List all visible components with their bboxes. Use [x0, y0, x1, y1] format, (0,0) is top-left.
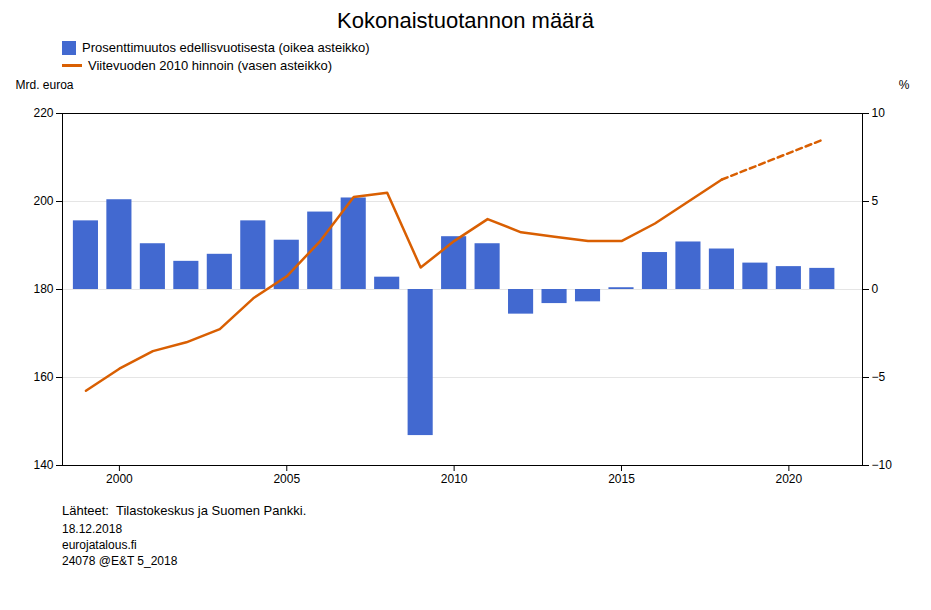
- svg-text:200: 200: [33, 194, 53, 208]
- svg-text:2010: 2010: [441, 472, 468, 486]
- svg-text:2005: 2005: [273, 472, 300, 486]
- svg-text:%: %: [899, 78, 910, 92]
- svg-text:−5: −5: [872, 370, 886, 384]
- svg-text:140: 140: [33, 458, 53, 472]
- svg-text:Mrd. euroa: Mrd. euroa: [16, 78, 74, 92]
- svg-text:10: 10: [872, 106, 886, 120]
- svg-text:160: 160: [33, 370, 53, 384]
- svg-text:180: 180: [33, 282, 53, 296]
- svg-text:2015: 2015: [608, 472, 635, 486]
- svg-text:220: 220: [33, 106, 53, 120]
- html-text:Viitevuoden 2010 hinnoin (vase: Viitevuoden 2010 hinnoin (vasen asteikko…: [88, 58, 332, 73]
- html-text:24078 @E&T 5_2018: 24078 @E&T 5_2018: [62, 554, 178, 568]
- html-text:Prosenttimuutos edellisvuotise: Prosenttimuutos edellisvuotisesta (oikea…: [82, 40, 370, 55]
- svg-text:5: 5: [872, 194, 879, 208]
- html-text:Lähteet: Tilastokeskus ja Suom: Lähteet: Tilastokeskus ja Suomen Pankki.: [62, 503, 307, 518]
- svg-text:2000: 2000: [106, 472, 133, 486]
- svg-text:0: 0: [872, 282, 879, 296]
- svg-text:−10: −10: [872, 458, 893, 472]
- html-text:eurojatalous.fi: eurojatalous.fi: [62, 538, 137, 552]
- svg-text:2020: 2020: [776, 472, 803, 486]
- html-text:18.12.2018: 18.12.2018: [62, 522, 123, 536]
- html-text:Kokonaistuotannon määrä: Kokonaistuotannon määrä: [337, 8, 594, 33]
